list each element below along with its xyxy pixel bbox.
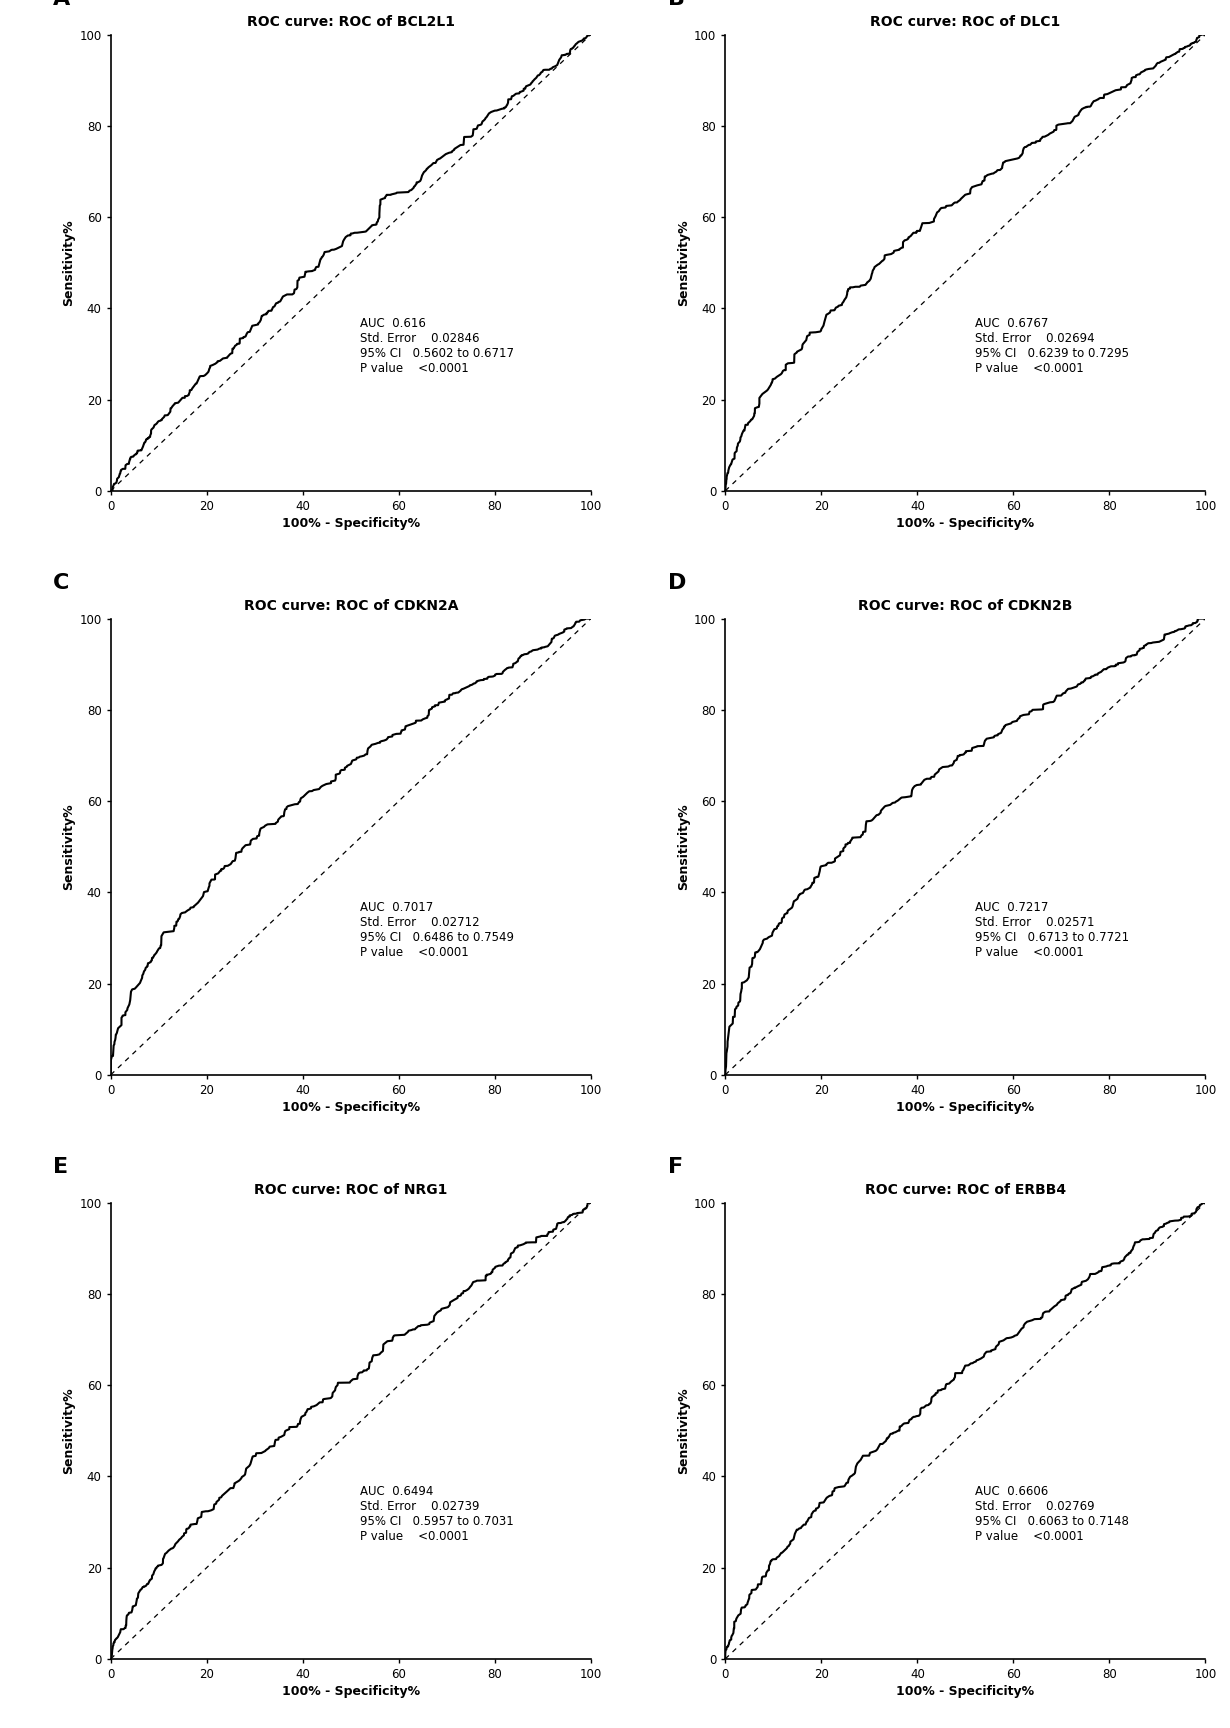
Text: F: F [668, 1158, 683, 1177]
Text: D: D [668, 574, 686, 593]
X-axis label: 100% - Specificity%: 100% - Specificity% [282, 517, 419, 530]
Text: A: A [53, 0, 70, 9]
Title: ROC curve: ROC of CDKN2A: ROC curve: ROC of CDKN2A [244, 600, 458, 613]
Y-axis label: Sensitivity%: Sensitivity% [676, 1388, 690, 1474]
Text: AUC  0.6767
Std. Error    0.02694
95% CI   0.6239 to 0.7295
P value    <0.0001: AUC 0.6767 Std. Error 0.02694 95% CI 0.6… [975, 318, 1129, 375]
Y-axis label: Sensitivity%: Sensitivity% [676, 804, 690, 890]
Text: AUC  0.616
Std. Error    0.02846
95% CI   0.5602 to 0.6717
P value    <0.0001: AUC 0.616 Std. Error 0.02846 95% CI 0.56… [360, 318, 514, 375]
Title: ROC curve: ROC of NRG1: ROC curve: ROC of NRG1 [255, 1184, 448, 1198]
Title: ROC curve: ROC of ERBB4: ROC curve: ROC of ERBB4 [865, 1184, 1066, 1198]
X-axis label: 100% - Specificity%: 100% - Specificity% [282, 1101, 419, 1115]
Text: E: E [53, 1158, 68, 1177]
X-axis label: 100% - Specificity%: 100% - Specificity% [897, 517, 1034, 530]
Title: ROC curve: ROC of DLC1: ROC curve: ROC of DLC1 [870, 16, 1060, 29]
Text: B: B [668, 0, 685, 9]
Text: AUC  0.6494
Std. Error    0.02739
95% CI   0.5957 to 0.7031
P value    <0.0001: AUC 0.6494 Std. Error 0.02739 95% CI 0.5… [360, 1486, 514, 1543]
Text: C: C [53, 574, 69, 593]
X-axis label: 100% - Specificity%: 100% - Specificity% [897, 1101, 1034, 1115]
X-axis label: 100% - Specificity%: 100% - Specificity% [897, 1685, 1034, 1699]
Title: ROC curve: ROC of BCL2L1: ROC curve: ROC of BCL2L1 [247, 16, 455, 29]
Y-axis label: Sensitivity%: Sensitivity% [63, 219, 75, 306]
Y-axis label: Sensitivity%: Sensitivity% [63, 1388, 75, 1474]
Y-axis label: Sensitivity%: Sensitivity% [676, 219, 690, 306]
Text: AUC  0.7017
Std. Error    0.02712
95% CI   0.6486 to 0.7549
P value    <0.0001: AUC 0.7017 Std. Error 0.02712 95% CI 0.6… [360, 902, 514, 959]
Text: AUC  0.7217
Std. Error    0.02571
95% CI   0.6713 to 0.7721
P value    <0.0001: AUC 0.7217 Std. Error 0.02571 95% CI 0.6… [975, 902, 1129, 959]
X-axis label: 100% - Specificity%: 100% - Specificity% [282, 1685, 419, 1699]
Text: AUC  0.6606
Std. Error    0.02769
95% CI   0.6063 to 0.7148
P value    <0.0001: AUC 0.6606 Std. Error 0.02769 95% CI 0.6… [975, 1486, 1129, 1543]
Title: ROC curve: ROC of CDKN2B: ROC curve: ROC of CDKN2B [859, 600, 1073, 613]
Y-axis label: Sensitivity%: Sensitivity% [63, 804, 75, 890]
